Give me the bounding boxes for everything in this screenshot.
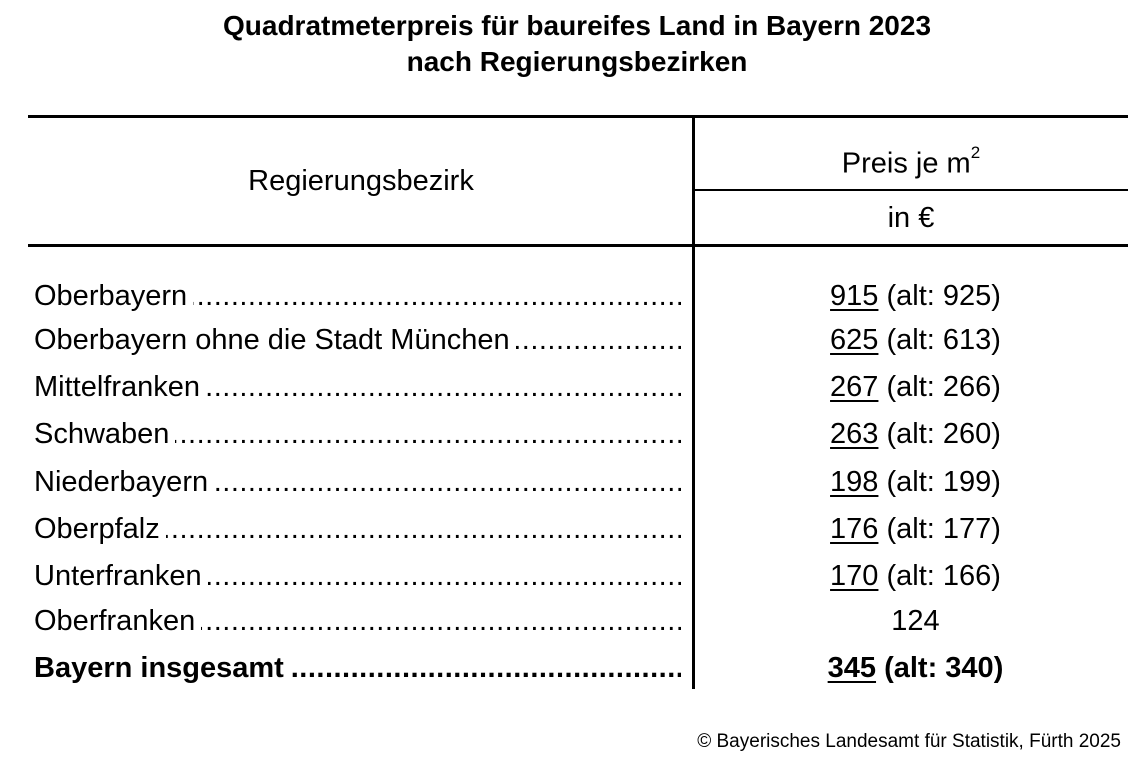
previous-value: (alt: 199)	[878, 466, 1001, 498]
previous-value: (alt: 166)	[878, 560, 1001, 592]
table-top-rule	[28, 115, 1128, 118]
row-value: 915 (alt: 925)	[694, 276, 1137, 316]
row-value: 267 (alt: 266)	[694, 367, 1137, 407]
row-value: 263 (alt: 260)	[694, 414, 1137, 454]
price-value: 267	[830, 371, 879, 403]
table-row: ........................................…	[0, 276, 1137, 316]
price-value: 198	[830, 466, 879, 498]
table-row: ........................................…	[0, 462, 1137, 502]
copyright-footer: © Bayerisches Landesamt für Statistik, F…	[697, 731, 1121, 752]
row-label: ........................................…	[34, 601, 681, 641]
price-value: 124	[891, 605, 940, 637]
previous-value: (alt: 260)	[878, 418, 1001, 450]
price-value: 345	[827, 652, 877, 684]
row-label: ........................................…	[34, 414, 681, 454]
price-value: 263	[830, 418, 879, 450]
previous-value: (alt: 925)	[878, 280, 1001, 312]
document-title: Quadratmeterpreis für baureifes Land in …	[0, 8, 1137, 80]
region-name: Niederbayern	[34, 466, 215, 498]
table-row: ........................................…	[0, 320, 1137, 360]
price-value: 915	[830, 280, 879, 312]
row-label: ........................................…	[34, 648, 681, 688]
region-name: Mittelfranken	[34, 371, 207, 403]
previous-value: (alt: 266)	[878, 371, 1001, 403]
row-value: 345 (alt: 340)	[694, 648, 1137, 688]
header-price-label: Preis je m	[841, 147, 971, 180]
title-line-1: Quadratmeterpreis für baureifes Land in …	[222, 10, 932, 41]
price-value: 625	[830, 324, 879, 356]
region-name: Oberfranken	[34, 605, 202, 637]
header-bottom-rule	[28, 244, 1128, 247]
region-name: Bayern insgesamt	[34, 652, 290, 684]
table-row: ........................................…	[0, 367, 1137, 407]
previous-value: (alt: 613)	[878, 324, 1001, 356]
row-value: 124	[694, 601, 1137, 641]
region-name: Schwaben	[34, 418, 176, 450]
row-label: ........................................…	[34, 462, 681, 502]
table-row: ........................................…	[0, 601, 1137, 641]
row-value: 198 (alt: 199)	[694, 462, 1137, 502]
row-label: ........................................…	[34, 276, 681, 316]
row-value: 170 (alt: 166)	[694, 556, 1137, 596]
header-split-rule	[694, 189, 1128, 191]
region-name: Oberbayern	[34, 280, 194, 312]
row-label: ........................................…	[34, 320, 681, 360]
region-name: Oberbayern ohne die Stadt München	[34, 324, 516, 356]
header-price: Preis je m2	[694, 138, 1128, 183]
region-name: Unterfranken	[34, 560, 208, 592]
price-value: 176	[830, 513, 879, 545]
row-label: ........................................…	[34, 556, 681, 596]
region-name: Oberpfalz	[34, 513, 166, 545]
row-value: 625 (alt: 613)	[694, 320, 1137, 360]
title-line-2: nach Regierungsbezirken	[406, 46, 748, 77]
header-price-superscript: 2	[970, 143, 981, 162]
previous-value: (alt: 340)	[876, 652, 1004, 684]
row-label: ........................................…	[34, 509, 681, 549]
price-value: 170	[830, 560, 879, 592]
previous-value: (alt: 177)	[878, 513, 1001, 545]
header-region: Regierungsbezirk	[248, 165, 474, 197]
column-divider	[692, 115, 695, 689]
table-row: ........................................…	[0, 414, 1137, 454]
table-row: ........................................…	[0, 556, 1137, 596]
table-row: ........................................…	[0, 509, 1137, 549]
header-unit: in €	[887, 202, 935, 234]
total-row: ........................................…	[0, 648, 1137, 688]
row-value: 176 (alt: 177)	[694, 509, 1137, 549]
row-label: ........................................…	[34, 367, 681, 407]
